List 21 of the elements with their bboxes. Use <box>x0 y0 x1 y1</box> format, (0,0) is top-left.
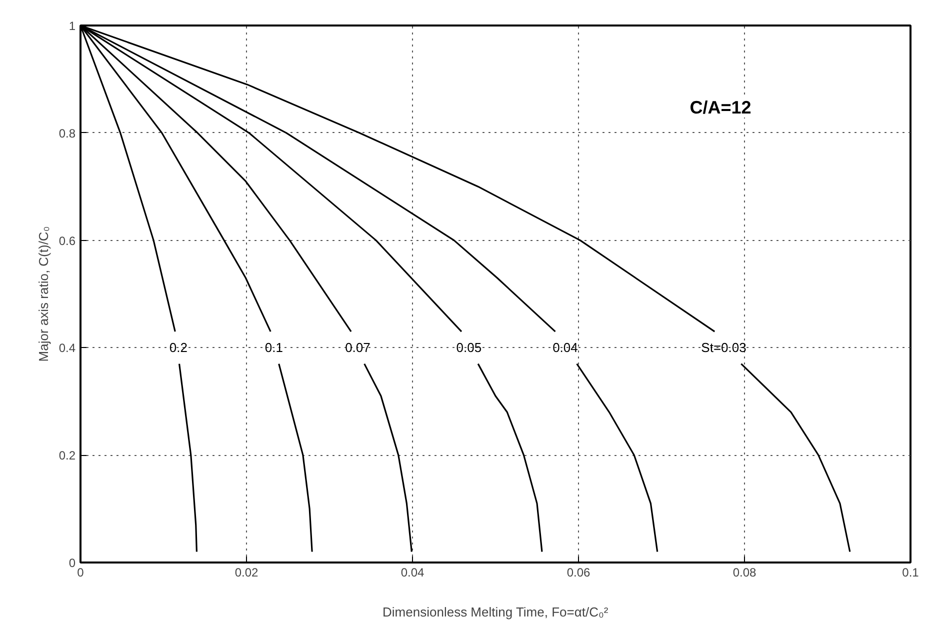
x-tick-label: 0.02 <box>234 566 259 580</box>
y-tick-label: 1 <box>68 19 76 33</box>
series-label: 0.1 <box>264 340 283 356</box>
x-tick-label: 0.04 <box>400 566 425 580</box>
series-label: 0.04 <box>552 340 578 356</box>
y-axis-title: Major axis ratio, C(t)/C₀ <box>36 226 51 362</box>
series-label: 0.2 <box>169 340 188 356</box>
y-tick-label: 0.4 <box>58 341 76 356</box>
x-tick-label: 0.06 <box>566 566 591 580</box>
y-tick-label: 0.8 <box>58 126 76 140</box>
series-label: 0.07 <box>345 340 370 356</box>
series-label: St=0.03 <box>701 340 746 356</box>
y-tick-label: 0.2 <box>58 448 76 463</box>
x-tick-label: 0 <box>77 566 84 580</box>
x-axis-title: Dimensionless Melting Time, Fo=αt/C₀² <box>382 604 609 620</box>
annotation: C/A=12 <box>690 98 752 118</box>
series-label: 0.05 <box>456 340 482 356</box>
y-tick-label: 0.6 <box>58 234 76 248</box>
x-tick-label: 0.08 <box>732 566 757 580</box>
y-tick-label: 0 <box>68 556 76 570</box>
x-tick-label: 0.1 <box>902 566 920 580</box>
